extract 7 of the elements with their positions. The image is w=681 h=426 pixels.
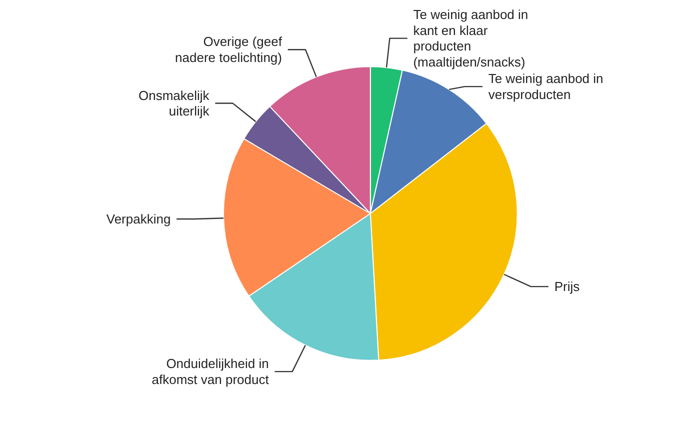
slice-label: Verpakking [106,212,171,227]
slice-label: Onsmakelijk uiterlijk [138,88,210,119]
slice-label: Overige (geef nadere toelichting) [175,34,282,65]
slice-label: Prijs [554,279,580,294]
slice-label: Te weinig aanbod in kant en klaar producten (maaltijden/snacks) [413,7,528,70]
slice-label: Te weinig aanbod in versproducten [488,71,604,102]
slice-label: Onduidelijkheid in afkomst van product [152,356,270,387]
